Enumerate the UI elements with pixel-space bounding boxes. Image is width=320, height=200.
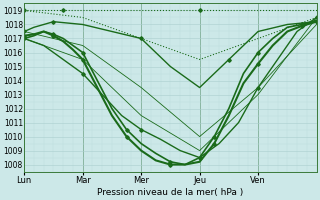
X-axis label: Pression niveau de la mer( hPa ): Pression niveau de la mer( hPa ) <box>97 188 244 197</box>
